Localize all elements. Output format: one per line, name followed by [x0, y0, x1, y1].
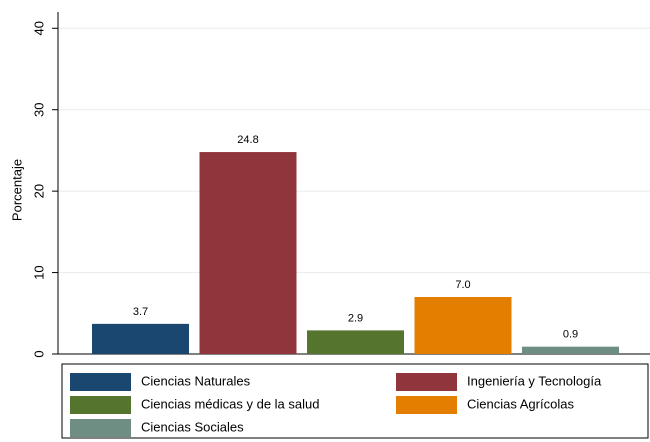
- y-tick-label: 40: [31, 21, 46, 35]
- bar: [414, 297, 512, 354]
- legend-label: Ingeniería y Tecnología: [467, 373, 602, 388]
- value-label: 0.9: [563, 329, 578, 341]
- legend-swatch: [70, 396, 131, 414]
- y-tick-label: 0: [31, 350, 46, 357]
- legend-label: Ciencias Sociales: [141, 419, 244, 434]
- legend-box: [61, 363, 649, 439]
- value-label: 24.8: [237, 134, 258, 146]
- legend-swatch: [70, 419, 131, 437]
- bar: [307, 330, 404, 354]
- value-label: 3.7: [133, 306, 148, 318]
- legend-label: Ciencias Agrícolas: [467, 396, 574, 411]
- legend-label: Ciencias Naturales: [141, 373, 251, 388]
- value-label: 7.0: [455, 279, 470, 291]
- legend-swatch: [396, 373, 457, 391]
- y-tick-label: 20: [31, 184, 46, 198]
- y-axis-title: Porcentaje: [9, 159, 24, 221]
- bar: [199, 152, 297, 354]
- legend-swatch: [396, 396, 457, 414]
- bar: [92, 323, 189, 354]
- bar: [522, 346, 619, 354]
- legend-label: Ciencias médicas y de la salud: [141, 396, 319, 411]
- legend-swatch: [70, 373, 131, 391]
- value-label: 2.9: [348, 312, 363, 324]
- y-tick-label: 30: [31, 102, 46, 116]
- y-tick-label: 10: [31, 265, 46, 279]
